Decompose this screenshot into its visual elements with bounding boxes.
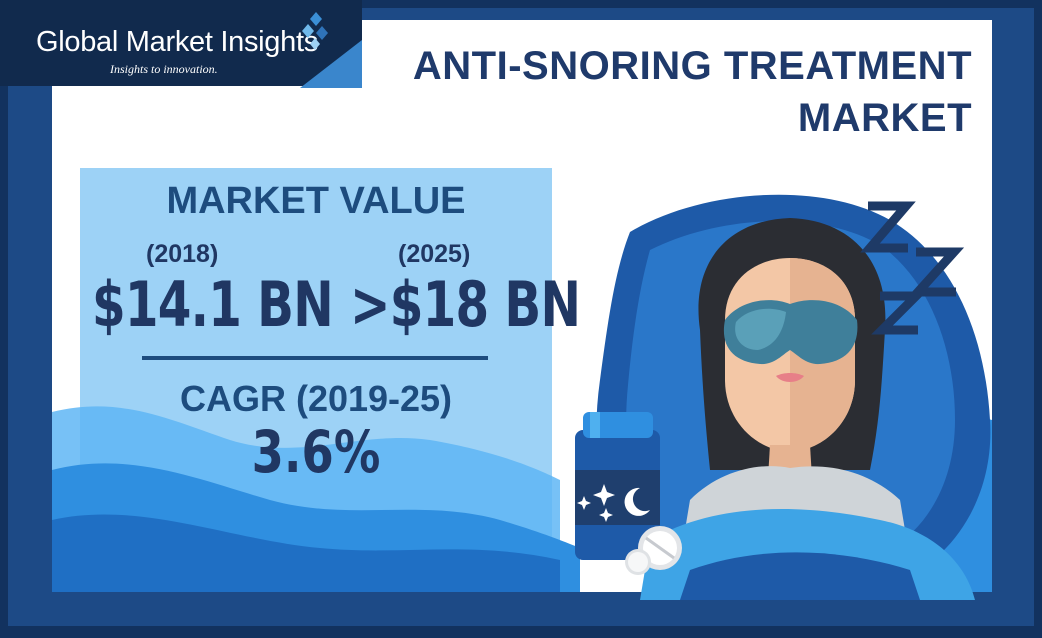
cagr-value: 3.6%: [251, 418, 381, 486]
value-2018: $14.1 BN: [92, 268, 334, 341]
year-2018-label: (2018): [146, 240, 219, 268]
logo: Global Market Insights Insights to innov…: [0, 0, 362, 86]
logo-tagline: Insights to innovation.: [110, 62, 218, 76]
value-2025: >$18 BN: [350, 268, 581, 341]
cagr-label: CAGR (2019-25): [179, 378, 453, 419]
year-2025-label: (2025): [398, 240, 471, 268]
page-title: ANTI-SNORING TREATMENT MARKET: [413, 40, 972, 144]
stats-divider: [142, 356, 488, 360]
diamond-logo-icon: [302, 12, 328, 50]
logo-name: Global Market Insights: [36, 26, 318, 58]
title-line-2: MARKET: [797, 96, 972, 140]
market-value-heading: MARKET VALUE: [166, 180, 466, 222]
title-line-1: ANTI-SNORING TREATMENT: [412, 44, 972, 88]
